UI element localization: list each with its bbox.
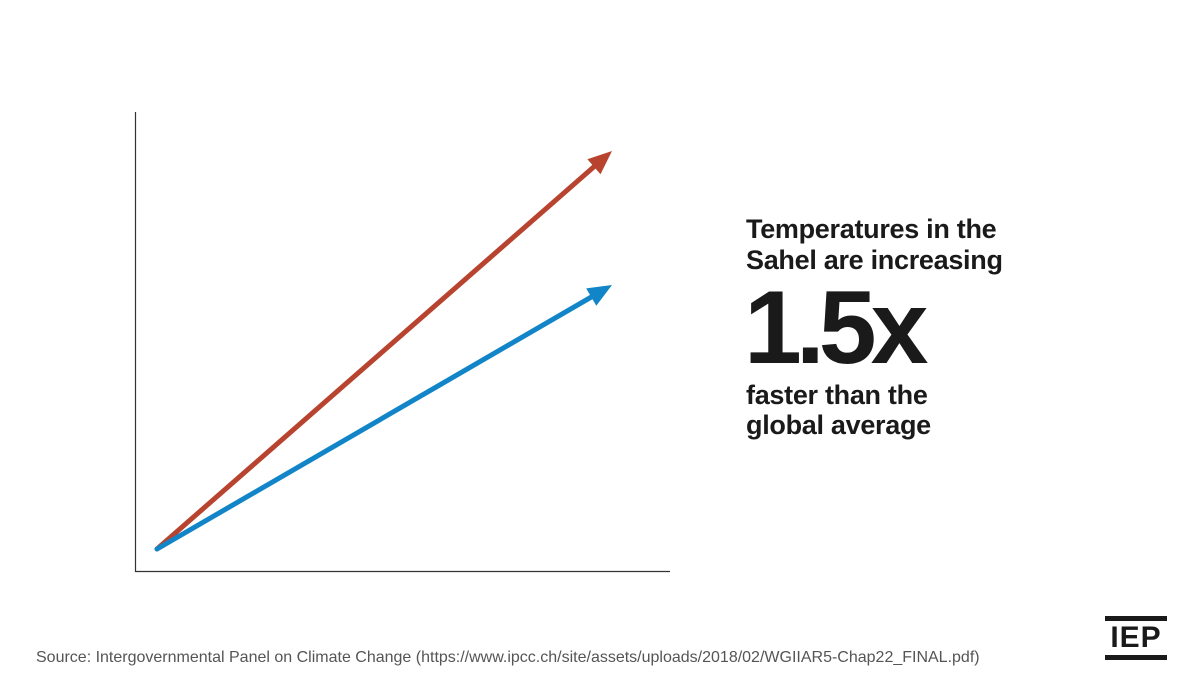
headline: Temperatures in the Sahel are increasing bbox=[746, 214, 1166, 276]
subline-line-1: faster than the bbox=[746, 380, 928, 410]
series-2-line bbox=[154, 294, 594, 552]
subline-line-2: global average bbox=[746, 410, 931, 440]
big-number: 1.5x bbox=[744, 270, 928, 386]
subline: faster than the global average bbox=[746, 380, 1166, 440]
series-layer bbox=[154, 151, 612, 552]
iep-logo: IEP bbox=[1105, 616, 1167, 660]
series-1-arrowhead bbox=[587, 151, 612, 175]
headline-line-1: Temperatures in the bbox=[746, 214, 997, 244]
series-1-line bbox=[154, 164, 597, 552]
source-note: Source: Intergovernmental Panel on Clima… bbox=[36, 649, 980, 666]
series-2-arrowhead bbox=[586, 285, 612, 306]
headline-line-2: Sahel are increasing bbox=[746, 245, 1003, 275]
series-1 bbox=[154, 151, 612, 552]
chart-area bbox=[134, 112, 670, 573]
iep-logo-text: IEP bbox=[1110, 621, 1162, 654]
series-2 bbox=[154, 285, 612, 552]
